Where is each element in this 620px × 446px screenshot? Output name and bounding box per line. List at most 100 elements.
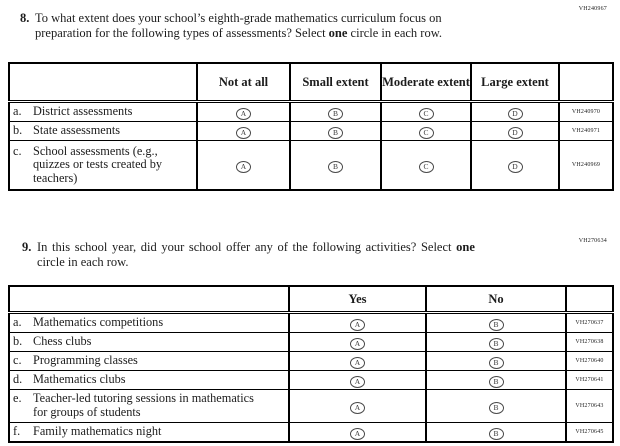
table1-header-row: Not at all Small extent Moderate extent … [8, 62, 614, 103]
cell-option-d: D [470, 100, 560, 122]
option-circle-no[interactable]: B [488, 427, 504, 440]
row-letter: b. [13, 333, 23, 348]
row-code: VH270640 [565, 350, 614, 371]
table2-header-blank [8, 285, 290, 314]
row-code: VH270643 [565, 388, 614, 423]
option-circle-d[interactable]: D [507, 107, 523, 120]
question-9-table: Yes No a. Mathematics competitions A B VH… [8, 285, 614, 443]
table-row: b. State assessments A B C D VH240971 [8, 120, 614, 141]
table-row: a. District assessments A B C D VH240970 [8, 100, 614, 122]
table-row: b. Chess clubs A B VH270638 [8, 331, 614, 352]
row-label-text: State assessments [33, 122, 121, 137]
table2-header-no: No [425, 285, 567, 314]
row-letter: f. [13, 424, 21, 438]
question-8-line2-post: circle in each row. [347, 25, 443, 40]
row-code: VH270638 [565, 331, 614, 352]
cell-option-a: A [196, 139, 291, 191]
cell-option-yes: A [288, 388, 427, 423]
option-circle-no[interactable]: B [488, 337, 504, 350]
cell-option-d: D [470, 120, 560, 141]
option-circle-a[interactable]: A [236, 160, 251, 173]
question-8-line2: preparation for the following types of a… [35, 26, 442, 41]
cell-option-no: B [425, 331, 567, 352]
row-label-text: Family mathematics night [33, 424, 162, 438]
cell-option-c: C [380, 100, 472, 122]
cell-option-no: B [425, 350, 567, 371]
row-label-chess-clubs: b. Chess clubs [8, 331, 290, 352]
row-code: VH270641 [565, 369, 614, 390]
row-letter: a. [13, 314, 22, 329]
option-circle-c[interactable]: C [418, 160, 434, 173]
option-circle-a[interactable]: A [236, 126, 251, 139]
question-9-line1: In this school year, did your school off… [37, 240, 475, 255]
option-circle-yes[interactable]: A [350, 337, 365, 350]
question-9-line2: circle in each row. [37, 254, 129, 269]
option-circle-d[interactable]: D [507, 126, 523, 139]
question-9-text: In this school year, did your school off… [37, 240, 475, 269]
option-circle-no[interactable]: B [488, 375, 504, 388]
table-row: e. Teacher-led tutoring sessions in mathe… [8, 388, 614, 423]
option-circle-yes[interactable]: A [350, 375, 365, 388]
option-circle-yes[interactable]: A [350, 356, 365, 369]
row-label-programming-classes: c. Programming classes [8, 350, 290, 371]
cell-option-yes: A [288, 421, 427, 443]
table1-header-small-extent: Small extent [289, 62, 382, 103]
question-8-number: 8. [20, 11, 30, 25]
option-circle-b[interactable]: B [328, 160, 343, 173]
row-label-family-mathematics-night: f. Family mathematics night [8, 421, 290, 443]
row-code: VH240971 [558, 120, 614, 141]
row-code: VH240970 [558, 100, 614, 122]
table1-header-large-extent: Large extent [470, 62, 560, 103]
cell-option-b: B [289, 100, 382, 122]
question-8: 8. To what extent does your school’s eig… [20, 11, 442, 40]
cell-option-yes: A [288, 331, 427, 352]
row-letter: c. [13, 352, 22, 367]
row-label-text: School assessments (e.g., quizzes or tes… [33, 143, 163, 185]
cell-option-yes: A [288, 369, 427, 390]
cell-option-no: B [425, 311, 567, 333]
cell-option-c: C [380, 120, 472, 141]
table-row: c. School assessments (e.g., quizzes or t… [8, 139, 614, 191]
cell-option-a: A [196, 120, 291, 141]
cell-option-yes: A [288, 350, 427, 371]
question-8-line1: To what extent does your school’s eighth… [35, 11, 442, 25]
row-letter: d. [13, 371, 23, 386]
row-label-text: Mathematics clubs [33, 371, 126, 386]
option-circle-yes[interactable]: A [350, 401, 365, 414]
table1-header-blank [8, 62, 198, 103]
option-circle-no[interactable]: B [488, 401, 504, 414]
question-9-line1-pre: In this school year, did your school off… [37, 240, 457, 254]
cell-option-b: B [289, 139, 382, 191]
option-circle-yes[interactable]: A [350, 318, 365, 331]
question-9: 9. In this school year, did your school … [22, 240, 475, 269]
row-label-text: Programming classes [33, 352, 138, 367]
table1-header-not-at-all: Not at all [196, 62, 291, 103]
row-label-mathematics-clubs: d. Mathematics clubs [8, 369, 290, 390]
cell-option-d: D [470, 139, 560, 191]
option-circle-b[interactable]: B [328, 126, 343, 139]
table1-header-code-blank [558, 62, 614, 103]
row-label-district-assessments: a. District assessments [8, 100, 198, 122]
table2-header-row: Yes No [8, 285, 614, 314]
row-code: VH270645 [565, 421, 614, 443]
cell-option-b: B [289, 120, 382, 141]
row-label-text: District assessments [33, 103, 133, 118]
option-circle-no[interactable]: B [488, 318, 504, 331]
option-circle-d[interactable]: D [507, 160, 523, 173]
option-circle-c[interactable]: C [418, 107, 434, 120]
option-circle-b[interactable]: B [328, 107, 343, 120]
option-circle-c[interactable]: C [418, 126, 434, 139]
row-label-state-assessments: b. State assessments [8, 120, 198, 141]
cell-option-no: B [425, 369, 567, 390]
cell-option-no: B [425, 388, 567, 423]
row-label-text: Teacher-led tutoring sessions in mathema… [33, 391, 254, 419]
table-row: f. Family mathematics night A B VH270645 [8, 421, 614, 443]
option-circle-a[interactable]: A [236, 107, 251, 120]
option-circle-yes[interactable]: A [350, 427, 365, 440]
question-9-accession-code: VH270634 [578, 238, 607, 244]
question-8-accession-code: VH240967 [578, 6, 607, 12]
option-circle-no[interactable]: B [488, 356, 504, 369]
row-letter: c. [13, 143, 22, 158]
row-label-text: Chess clubs [33, 333, 92, 348]
question-9-number: 9. [22, 240, 32, 254]
